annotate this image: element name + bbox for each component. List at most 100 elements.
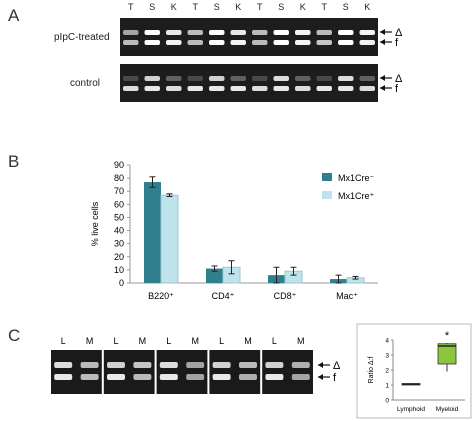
y-tick-label: 70 <box>114 186 124 196</box>
lane-label: K <box>364 2 371 12</box>
gel-band-floxed <box>295 86 311 91</box>
gel-band-delta <box>107 362 125 368</box>
gel-block <box>262 350 313 394</box>
legend-swatch <box>322 191 332 199</box>
gel-band-delta <box>144 30 160 35</box>
gel-band-floxed <box>144 40 160 45</box>
gel-band-delta <box>359 76 375 81</box>
gel-band-delta <box>230 30 246 35</box>
lane-label: T <box>128 2 134 12</box>
lane-label: K <box>299 2 306 12</box>
gel-band-floxed <box>252 40 268 45</box>
significance-annotation: * <box>445 330 450 342</box>
gel-band-floxed <box>159 374 178 380</box>
lane-label: M <box>191 336 199 346</box>
gel-band-floxed <box>212 374 231 380</box>
bar-B220⁺ <box>144 182 161 283</box>
lane-label: K <box>235 2 242 12</box>
gel-band-floxed <box>239 374 257 380</box>
gel-band-floxed <box>166 86 182 91</box>
box-plot: 0 1 2 3 4 Ratio Δ:f Lymphoid Myeloid * <box>356 323 472 419</box>
lane-label: S <box>213 2 220 12</box>
gel-band-delta <box>209 30 225 35</box>
gel-band-floxed <box>187 86 203 91</box>
lane-label: L <box>219 336 224 346</box>
gel-band-delta <box>230 76 246 81</box>
lane-label: T <box>192 2 199 12</box>
gel-band-floxed <box>123 40 139 45</box>
gel-band-delta <box>265 362 284 368</box>
y-tick-label: 60 <box>114 199 124 209</box>
gel-band-floxed <box>133 374 152 380</box>
lane-label: S <box>342 2 349 12</box>
gel-band-floxed <box>273 40 289 45</box>
gel-band-delta <box>295 30 311 35</box>
gel-band-delta <box>338 76 354 81</box>
y-tick-label: 90 <box>114 160 124 170</box>
legend-label: Mx1Cre⁺ <box>338 191 375 201</box>
band-label: Δ <box>395 27 403 39</box>
band-label: f <box>395 37 399 49</box>
y-tick-label: 80 <box>114 173 124 183</box>
gel-band-delta <box>295 76 311 81</box>
gel-band-floxed <box>295 40 311 45</box>
y-axis-label: % live cells <box>90 201 100 246</box>
band-arrow-head <box>380 75 385 81</box>
gel-band-floxed <box>187 40 203 45</box>
gel-band-floxed <box>80 374 99 380</box>
lane-label: T <box>257 2 263 12</box>
lane-label: S <box>278 2 285 12</box>
lane-label: M <box>297 336 305 346</box>
y-tick-label: 40 <box>114 226 124 236</box>
x-tick-label: B220⁺ <box>148 291 174 301</box>
box-Myeloid <box>437 343 457 365</box>
gel-band-delta <box>144 76 160 81</box>
x-tick-label: CD8⁺ <box>274 291 297 301</box>
lane-label: M <box>86 336 94 346</box>
gel-band-delta <box>166 76 182 81</box>
gel-band-delta <box>359 30 375 35</box>
x-tick-label: CD4⁺ <box>212 291 235 301</box>
band-arrow-head <box>318 374 323 380</box>
gel-band-floxed <box>144 86 160 91</box>
gel-band-floxed <box>209 86 225 91</box>
y-tick-label: 50 <box>114 212 124 222</box>
gel-band-delta <box>252 76 268 81</box>
gel-band-delta <box>123 30 139 35</box>
lane-label: L <box>113 336 118 346</box>
panel-a-letter: A <box>8 6 20 25</box>
y-tick-label: 30 <box>114 239 124 249</box>
gel-block <box>156 350 208 394</box>
gel-band-delta <box>273 76 289 81</box>
gel-band-delta <box>54 362 73 368</box>
gel-band-delta <box>316 76 332 81</box>
lane-label: K <box>170 2 177 12</box>
gel-band-floxed <box>338 86 354 91</box>
band-arrow-head <box>380 39 385 45</box>
gel-label-control: control <box>70 78 101 89</box>
band-label: f <box>333 372 337 384</box>
gel-band-delta <box>187 30 203 35</box>
gel-band-floxed <box>338 40 354 45</box>
gel-band-delta <box>133 362 152 368</box>
y-tick-label: 0 <box>385 398 389 405</box>
x-tick-label: Mac⁺ <box>336 291 358 301</box>
gel-band-delta <box>273 30 289 35</box>
y-tick-label: 10 <box>114 265 124 275</box>
y-axis-label: Ratio Δ:f <box>368 357 375 384</box>
panel-c-letter: C <box>8 326 21 345</box>
gel-band-floxed <box>359 86 375 91</box>
lane-label: M <box>244 336 252 346</box>
lane-label: L <box>61 336 66 346</box>
lane-label: S <box>149 2 156 12</box>
x-tick-label: Lymphoid <box>397 406 425 413</box>
gel-band-delta <box>187 76 203 81</box>
gel-background <box>120 64 378 102</box>
gel-band-delta <box>186 362 205 368</box>
gel-band-delta <box>291 362 310 368</box>
gel-band-floxed <box>54 374 73 380</box>
legend-swatch <box>322 173 332 181</box>
gel-band-floxed <box>252 86 268 91</box>
gel-images-panel-c: L M L M L M L M L M Δf <box>51 336 341 394</box>
gel-band-floxed <box>209 40 225 45</box>
